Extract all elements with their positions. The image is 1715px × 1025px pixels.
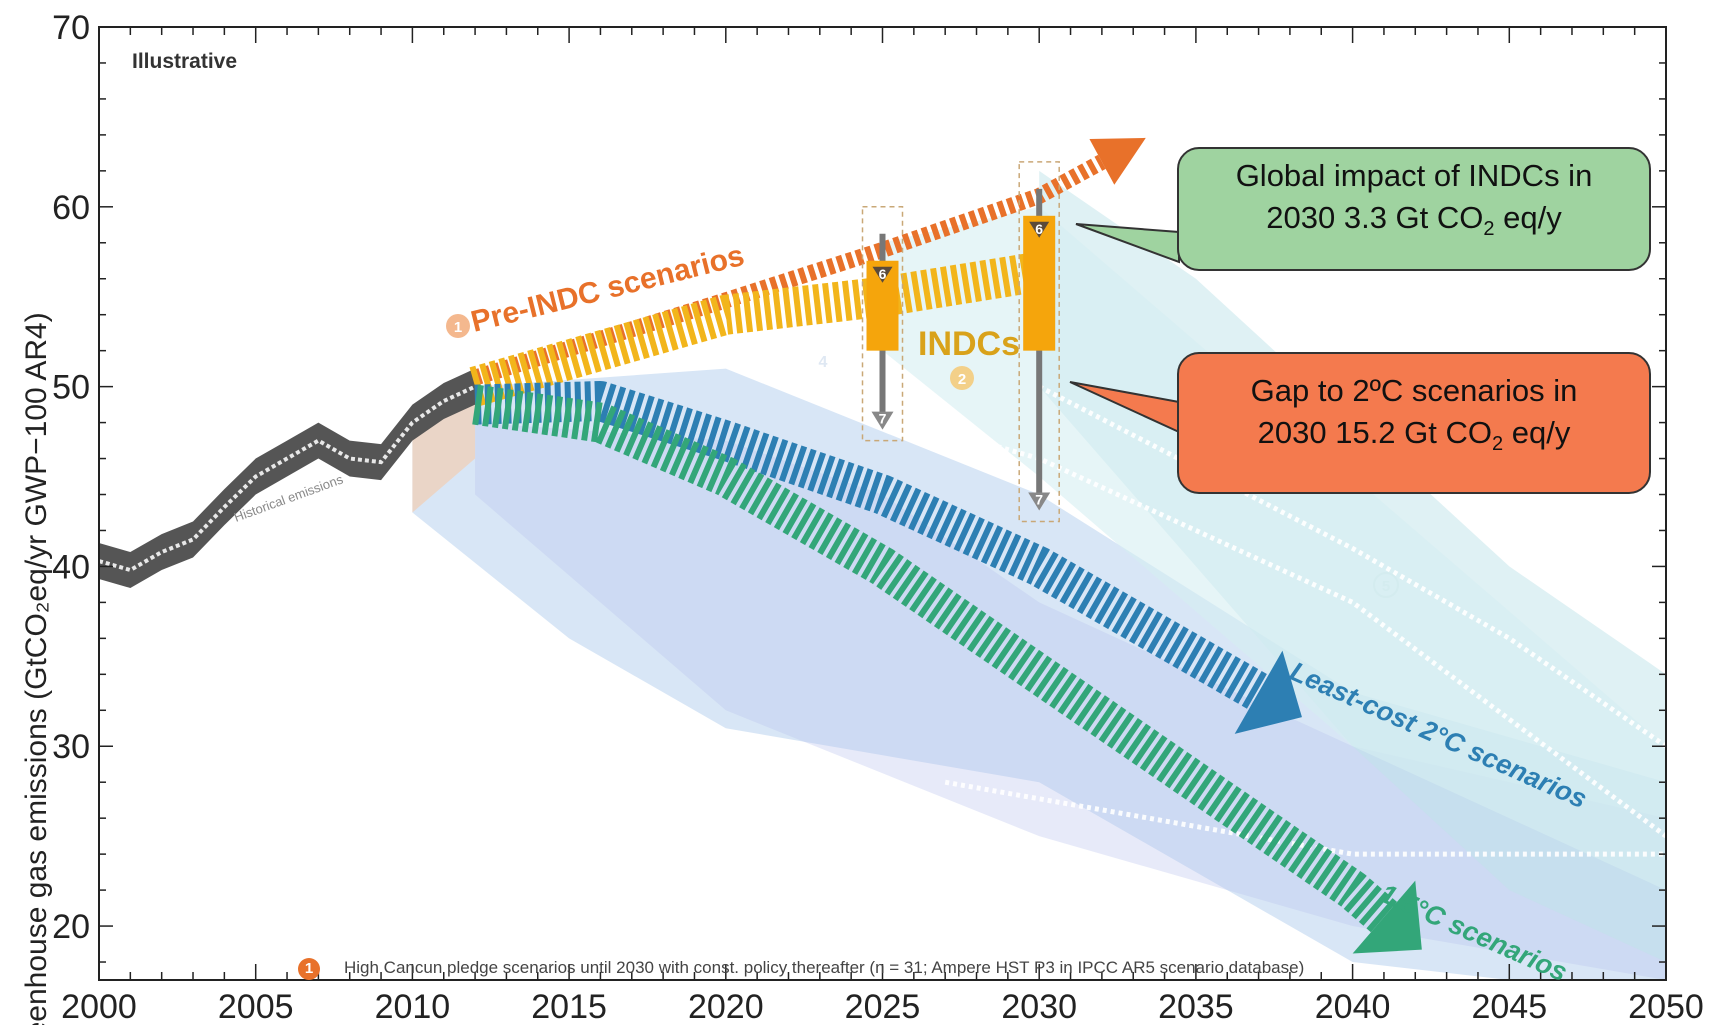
range-marker-top-label-2: 6 (1035, 221, 1043, 237)
series-arrowhead-4 (1352, 880, 1422, 954)
marker-number-1: 1 (446, 314, 470, 338)
historical-band (99, 368, 476, 589)
marker-number-4: 4 (819, 354, 828, 371)
x-tick-label-2020: 2020 (688, 988, 764, 1025)
range-marker-frame-2 (1018, 161, 1060, 523)
callout-gap-line1: Gap to 2ºC scenarios in (1250, 373, 1578, 408)
series-line-1 (472, 154, 1106, 386)
series-arrowhead-3 (1234, 650, 1302, 734)
series-label-indc: INDCs (918, 325, 1020, 363)
y-tick-label-70: 70 (52, 9, 90, 47)
svg-text:2: 2 (958, 371, 966, 388)
range-marker-top-triangle-1 (872, 266, 893, 283)
x-tick-label-2030: 2030 (1001, 988, 1077, 1025)
range-markers: 6 7 6 7 (861, 161, 1060, 523)
callout-gap-line2: 2030 15.2 Gt CO2 eq/y (1257, 415, 1571, 456)
x-tick-label-2045: 2045 (1471, 988, 1547, 1025)
footnote-number-badge: 1 (298, 958, 320, 980)
historical-line (99, 384, 476, 573)
series-line-3 (474, 381, 1269, 710)
y-tick-label-30: 30 (52, 728, 90, 766)
range-marker-bottom-label-2: 7 (1035, 492, 1043, 508)
svg-text:5: 5 (1382, 578, 1390, 595)
footnote-text: High Cancun pledge scenarios until 2030 … (344, 958, 1305, 977)
series-line-2 (469, 251, 1043, 406)
y-tick-label-40: 40 (52, 548, 90, 586)
y-tick-label-50: 50 (52, 369, 90, 407)
x-tick-label-2015: 2015 (531, 988, 607, 1025)
svg-text:4: 4 (819, 354, 828, 371)
callout-indc-impact: Global impact of INDCs in 2030 3.3 Gt CO… (1177, 147, 1651, 271)
callout-gap: Gap to 2ºC scenarios in 2030 15.2 Gt CO2… (1177, 352, 1651, 494)
marker-number-2: 2 (950, 366, 974, 390)
x-tick-label-2025: 2025 (845, 988, 921, 1025)
scenario-dashed-line-1 (850, 402, 1666, 839)
scenario-arrows (99, 137, 1422, 954)
callout-indc-impact-line2: 2030 3.3 Gt CO2 eq/y (1266, 200, 1562, 241)
x-tick-label-2035: 2035 (1158, 988, 1234, 1025)
y-tick-label-60: 60 (52, 189, 90, 227)
range-indc-teal-band (882, 206, 1666, 891)
x-tick-label-2040: 2040 (1315, 988, 1391, 1025)
corner-note: Illustrative (132, 50, 237, 73)
x-tick-label-2005: 2005 (218, 988, 294, 1025)
marker-number-5: 5 (1373, 572, 1399, 598)
series-arrowhead-1 (1089, 137, 1146, 185)
x-tick-label-2000: 2000 (61, 988, 137, 1025)
range-marker-top-label-1: 6 (879, 266, 887, 282)
range-marker-bottom-triangle-1 (871, 411, 894, 430)
x-tick-label-2050: 2050 (1628, 988, 1704, 1025)
series-line-4 (472, 384, 1397, 933)
y-axis-label: Greenhouse gas emissions (GtCO₂eq/yr GWP… (20, 312, 53, 1025)
series-label-pre-indc: Pre-INDC scenarios (468, 239, 748, 339)
y-tick-label-20: 20 (52, 908, 90, 946)
svg-text:1: 1 (454, 319, 462, 336)
callout-indc-impact-line1: Global impact of INDCs in (1235, 158, 1593, 193)
scenario-dashed-line-3 (944, 779, 1666, 857)
x-tick-label-2010: 2010 (375, 988, 451, 1025)
range-marker-bottom-triangle-2 (1028, 492, 1051, 511)
range-marker-box-2 (1023, 215, 1056, 351)
range-marker-bottom-label-1: 7 (879, 411, 887, 427)
y-axis: 20 30 40 50 60 70 (52, 9, 1666, 963)
range-marker-top-triangle-2 (1029, 221, 1050, 238)
x-axis: 2000 2005 2010 2015 2020 2025 2030 2035 2040 2045… (61, 27, 1704, 1025)
range-marker-frame-1 (861, 206, 904, 442)
